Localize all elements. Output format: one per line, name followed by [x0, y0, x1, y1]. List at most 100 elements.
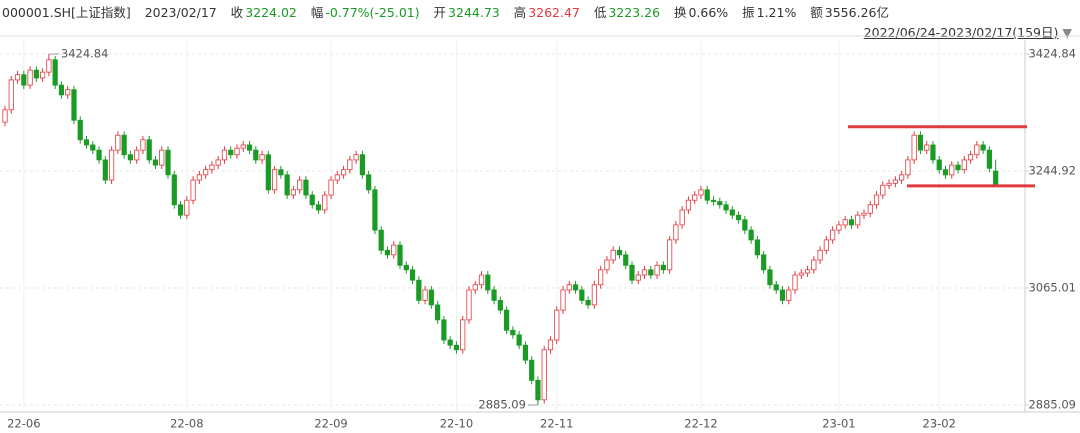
min-label: 2885.09	[478, 397, 526, 411]
candle-body	[115, 134, 121, 151]
candle-body	[572, 284, 579, 291]
candle-body	[409, 269, 416, 281]
low-value: 3223.26	[608, 5, 661, 20]
candle-body	[453, 344, 460, 351]
candle-body	[447, 339, 453, 346]
candle-body	[234, 147, 240, 156]
candle-body	[58, 84, 65, 96]
label: 振	[742, 5, 755, 20]
candle-body	[911, 134, 917, 161]
candle-body	[503, 309, 510, 331]
candle-body	[384, 249, 391, 256]
candle-body	[867, 204, 873, 214]
candle-body	[259, 154, 265, 161]
candle-body	[648, 269, 654, 276]
candle-body	[108, 149, 115, 181]
candle-body	[930, 144, 936, 161]
label: 开	[433, 5, 447, 20]
candle-body	[848, 219, 855, 226]
candle-body	[460, 319, 466, 351]
candle-body	[554, 309, 560, 341]
candle-body	[767, 269, 773, 286]
candle-body	[949, 164, 955, 176]
header: 000001.SH[上证指数] 2023/02/17 收 3224.02 幅 -0.…	[2, 2, 891, 21]
label: 低	[593, 5, 607, 20]
candle-body	[366, 174, 372, 191]
candle-body	[165, 149, 171, 176]
candle-body	[278, 169, 284, 176]
candle-body	[723, 204, 729, 211]
change-value: -0.77%(-25.01)	[325, 5, 420, 20]
close-value: 3224.02	[245, 5, 297, 20]
candle-body	[359, 154, 365, 176]
candle-body	[428, 289, 434, 306]
candle-body	[303, 179, 309, 196]
candle-body	[955, 164, 961, 171]
candle-body	[967, 154, 974, 161]
label: 收	[230, 5, 244, 20]
candle-body	[215, 159, 221, 166]
candle-body	[65, 89, 71, 96]
candle-body	[936, 159, 942, 171]
candle-body	[46, 59, 52, 73]
candle-body	[529, 359, 535, 381]
candle-body	[616, 249, 623, 256]
candle-body	[177, 204, 184, 216]
candle-body	[604, 259, 610, 271]
candle-body	[466, 289, 472, 321]
turnover-value: 0.66%	[688, 5, 729, 20]
candle-body	[416, 279, 422, 301]
label: 高	[513, 5, 527, 20]
candle-body	[761, 254, 767, 271]
x-tick-label: 23-01	[822, 417, 855, 431]
candle-body	[905, 159, 911, 176]
candle-body	[635, 274, 641, 281]
candle-body	[786, 289, 792, 301]
candle-body	[692, 194, 698, 201]
candle-body	[892, 179, 898, 184]
candle-body	[980, 144, 986, 151]
candle-body	[660, 264, 666, 271]
y-tick-label: 3424.84	[1028, 47, 1076, 61]
high-value: 3262.47	[528, 5, 580, 20]
candle-body	[917, 134, 924, 151]
candle-body	[735, 214, 742, 221]
candle-body	[591, 284, 597, 306]
candle-body	[21, 74, 27, 86]
candle-body	[134, 149, 140, 161]
candle-body	[340, 169, 347, 176]
candle-body	[811, 259, 817, 271]
candle-body	[27, 69, 33, 86]
candle-body	[159, 149, 165, 166]
candle-body	[610, 249, 616, 261]
candle-body	[986, 149, 992, 169]
candle-body	[102, 159, 108, 181]
candle-body	[560, 289, 566, 311]
candle-body	[598, 269, 604, 286]
candle-body	[516, 334, 522, 346]
candle-body	[290, 189, 297, 196]
candle-body	[322, 194, 328, 211]
label: 额	[810, 5, 823, 20]
candle-body	[372, 189, 378, 231]
x-tick-label: 22-10	[440, 417, 473, 431]
candle-body	[391, 244, 397, 256]
candle-body	[510, 329, 516, 336]
label: 幅	[310, 5, 324, 20]
candle-body	[77, 119, 83, 141]
candle-body	[685, 199, 692, 211]
candle-body	[422, 289, 428, 301]
date: 2023/02/17	[144, 5, 217, 20]
candle-body	[190, 179, 196, 201]
x-tick-label: 23-02	[923, 417, 956, 431]
candle-body	[403, 264, 409, 271]
candle-body	[861, 212, 867, 216]
candle-body	[541, 349, 547, 401]
candle-body	[792, 274, 798, 291]
candle-body	[52, 59, 58, 86]
candle-body	[522, 344, 529, 361]
candle-body	[698, 189, 704, 196]
candle-body	[334, 174, 340, 181]
candle-body	[315, 204, 322, 211]
candle-body	[472, 284, 478, 291]
